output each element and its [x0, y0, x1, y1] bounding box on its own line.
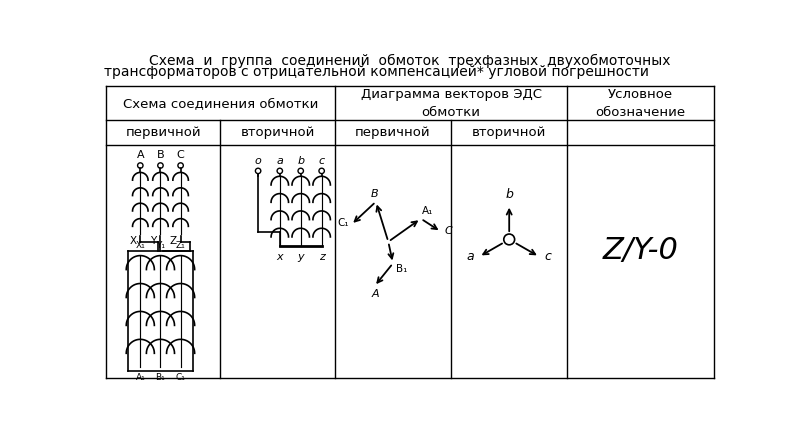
Text: B: B [370, 189, 378, 199]
Text: C₁: C₁ [337, 218, 349, 228]
Text: c: c [318, 156, 325, 166]
Text: Схема соединения обмотки: Схема соединения обмотки [123, 97, 318, 109]
Text: A: A [371, 290, 379, 300]
Text: первичной: первичной [126, 126, 201, 139]
Text: A: A [137, 150, 144, 160]
Text: b: b [297, 156, 304, 166]
Text: c: c [544, 250, 551, 263]
Text: вторичной: вторичной [240, 126, 314, 139]
Text: Y₁: Y₁ [156, 241, 165, 250]
Text: X₁: X₁ [135, 241, 145, 250]
Text: B₁: B₁ [396, 264, 407, 274]
Text: B₁: B₁ [155, 373, 166, 382]
Text: b: b [506, 188, 513, 201]
Text: Z/Y-0: Z/Y-0 [602, 236, 678, 265]
Text: A₁: A₁ [135, 373, 145, 382]
Text: Диаграмма векторов ЭДС
обмотки: Диаграмма векторов ЭДС обмотки [361, 88, 542, 119]
Text: первичной: первичной [355, 126, 430, 139]
Text: X: X [130, 235, 137, 245]
Text: трансформаторов с отрицательной компенсацией* угловой погрешности: трансформаторов с отрицательной компенса… [104, 65, 649, 79]
Text: C: C [444, 226, 452, 236]
Text: C₁: C₁ [176, 373, 186, 382]
Text: z: z [318, 252, 325, 262]
Text: Условное
обозначение: Условное обозначение [595, 88, 686, 119]
Text: a: a [466, 250, 474, 263]
Text: Y: Y [150, 235, 157, 245]
Text: Схема  и  группа  соединений  обмоток  трехфазных  двухобмоточных: Схема и группа соединений обмоток трехфа… [150, 54, 670, 68]
Text: x: x [277, 252, 283, 262]
Text: Z₁: Z₁ [176, 241, 186, 250]
Text: y: y [298, 252, 304, 262]
Text: вторичной: вторичной [472, 126, 546, 139]
Text: o: o [254, 156, 262, 166]
Text: B: B [157, 150, 164, 160]
Text: Z: Z [170, 235, 177, 245]
Text: a: a [276, 156, 283, 166]
Text: A₁: A₁ [422, 205, 434, 215]
Text: C: C [177, 150, 185, 160]
